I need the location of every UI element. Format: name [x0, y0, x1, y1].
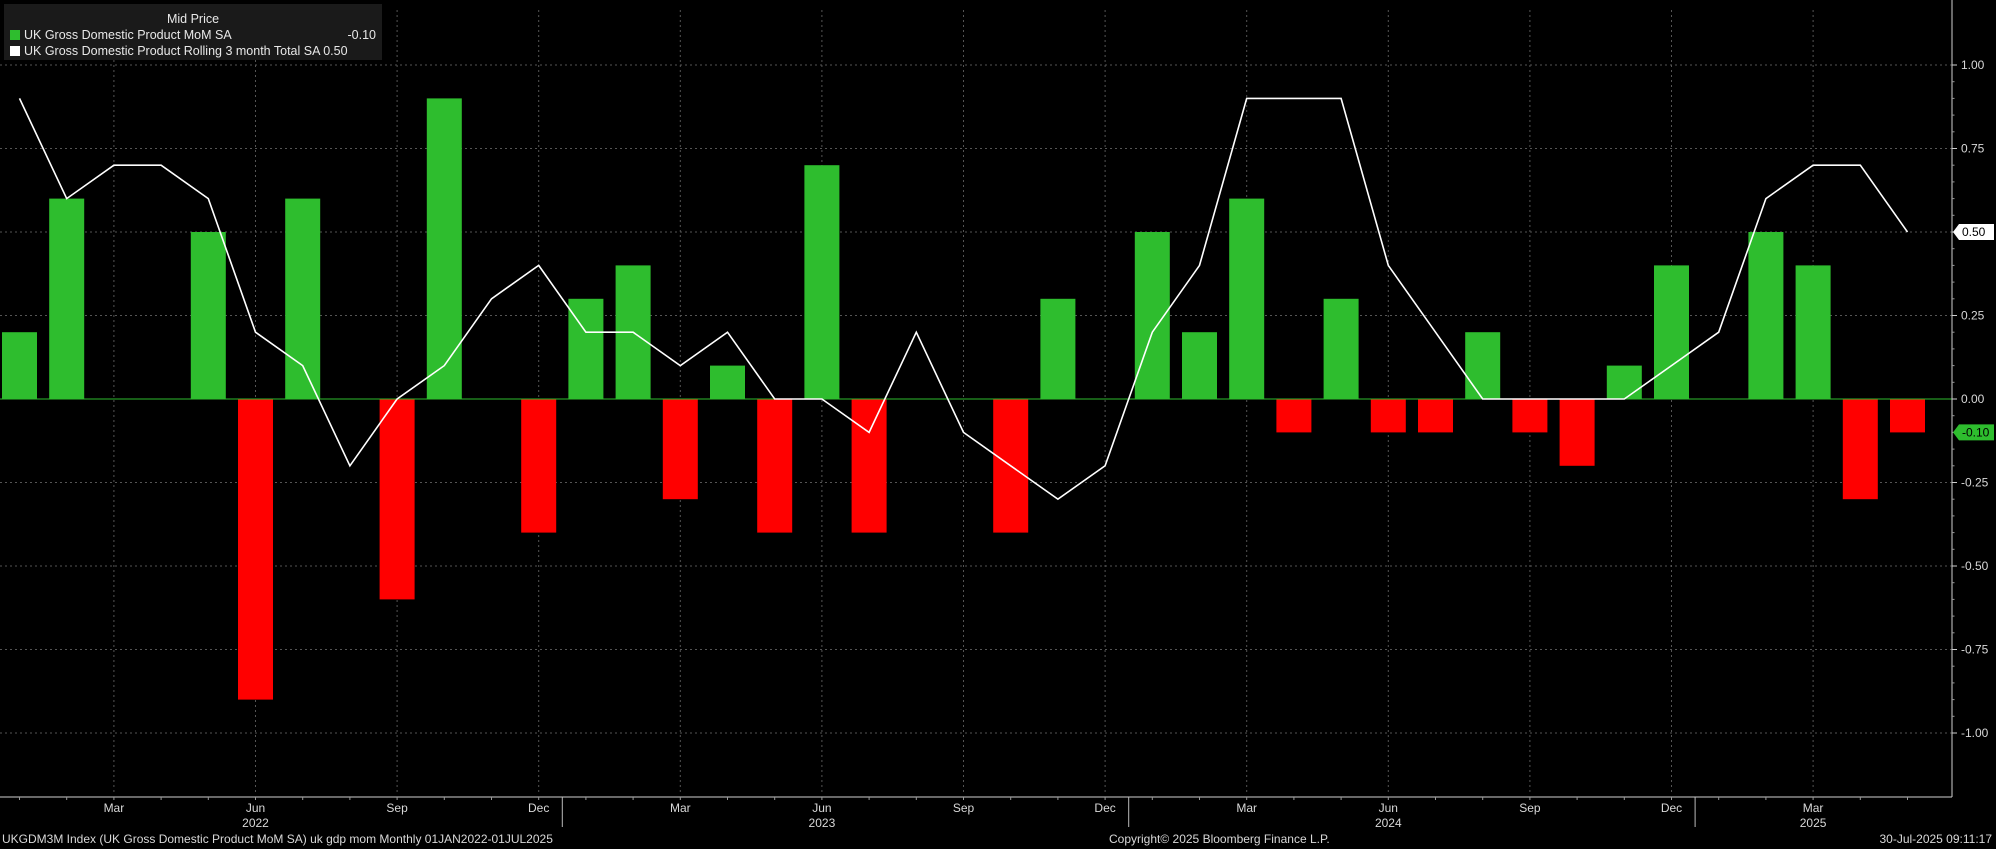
legend: Mid Price UK Gross Domestic Product MoM …: [4, 4, 382, 60]
bar: [426, 98, 462, 400]
legend-swatch-green: [10, 30, 20, 40]
x-tick-label: Sep: [386, 801, 408, 815]
last-value-badge-bar-text: -0.10: [1962, 425, 1990, 439]
legend-item-rolling[interactable]: UK Gross Domestic Product Rolling 3 mont…: [10, 44, 376, 59]
bar: [1842, 399, 1878, 500]
y-tick-label: 0.00: [1961, 392, 1985, 406]
y-tick-label: -0.50: [1961, 559, 1989, 573]
bar: [521, 399, 557, 533]
bar: [1229, 198, 1265, 399]
x-tick-label: Dec: [1094, 801, 1115, 815]
bar: [1559, 399, 1595, 466]
bar: [1890, 399, 1925, 433]
y-tick-label: -0.75: [1961, 643, 1989, 657]
gridlines: [0, 10, 1952, 795]
bar: [2, 332, 37, 399]
bar-series: [2, 98, 1925, 700]
year-label: 2023: [809, 816, 836, 830]
footer-ticker: UKGDM3M Index (UK Gross Domestic Product…: [2, 832, 553, 846]
x-tick-label: Mar: [104, 801, 125, 815]
x-tick-label: Mar: [1803, 801, 1824, 815]
last-value-badge-bar: -0.10: [1953, 424, 1994, 441]
bar: [804, 165, 840, 399]
bar: [662, 399, 698, 500]
x-axis-ticks: Mar Jun Sep Dec Mar Jun Sep Dec Mar Jun Sep Dec Mar2…: [19, 797, 1908, 830]
bar: [1040, 298, 1076, 399]
legend-header: Mid Price: [166, 12, 220, 26]
year-label: 2025: [1800, 816, 1827, 830]
bar: [1748, 232, 1784, 399]
bar: [710, 365, 745, 399]
footer-copyright: Copyright© 2025 Bloomberg Finance L.P.: [1109, 832, 1330, 846]
bar: [190, 232, 226, 399]
line-series: [18, 97, 1909, 501]
legend-item-mom[interactable]: UK Gross Domestic Product MoM SA -0.10: [10, 28, 376, 43]
x-tick-label: Dec: [528, 801, 549, 815]
x-tick-label: Dec: [1661, 801, 1682, 815]
y-tick-label: 0.75: [1961, 142, 1985, 156]
bar: [1606, 365, 1642, 399]
x-tick-label: Sep: [953, 801, 975, 815]
year-label: 2022: [242, 816, 269, 830]
bar: [285, 198, 321, 399]
x-tick-label: Jun: [246, 801, 265, 815]
last-value-badge-line-text: 0.50: [1962, 225, 1986, 239]
bar: [1465, 332, 1501, 399]
legend-label: UK Gross Domestic Product MoM SA: [24, 28, 232, 42]
bar: [1654, 265, 1689, 399]
x-tick-label: Mar: [670, 801, 691, 815]
y-axis-ticks: 1.00 0.75 0.50 0.25 0.00 -0.25 -0.50 -0.75 -1.00: [1952, 58, 1989, 740]
y-tick-label: 0.25: [1961, 309, 1985, 323]
last-value-badges: 0.50 -0.10: [1953, 224, 1994, 441]
legend-label: UK Gross Domestic Product Rolling 3 mont…: [24, 44, 348, 58]
bar: [49, 198, 85, 399]
bar: [1418, 399, 1453, 433]
bar: [1512, 399, 1548, 433]
y-tick-label: 1.00: [1961, 58, 1985, 72]
x-tick-label: Jun: [1379, 801, 1398, 815]
bar: [851, 399, 887, 533]
year-label: 2024: [1375, 816, 1402, 830]
footer-timestamp: 30-Jul-2025 09:11:17: [1879, 832, 1992, 846]
y-tick-label: -1.00: [1961, 726, 1989, 740]
legend-value: -0.10: [347, 28, 377, 42]
x-tick-label: Mar: [1236, 801, 1257, 815]
bar: [379, 399, 415, 600]
y-tick-label: -0.25: [1961, 476, 1989, 490]
bar: [1370, 399, 1406, 433]
x-tick-label: Jun: [812, 801, 831, 815]
legend-swatch-white: [10, 46, 20, 56]
bar: [238, 399, 273, 700]
bar: [1323, 298, 1359, 399]
bar: [1795, 265, 1831, 399]
bar: [1182, 332, 1217, 399]
x-tick-label: Sep: [1519, 801, 1541, 815]
bar: [757, 399, 793, 533]
last-value-badge-bar-bg: [1953, 424, 1994, 441]
last-value-badge-line-bg: [1953, 224, 1994, 240]
bar: [1276, 399, 1312, 433]
rolling-3m-line: [18, 97, 1909, 501]
last-value-badge-line: 0.50: [1953, 224, 1994, 240]
